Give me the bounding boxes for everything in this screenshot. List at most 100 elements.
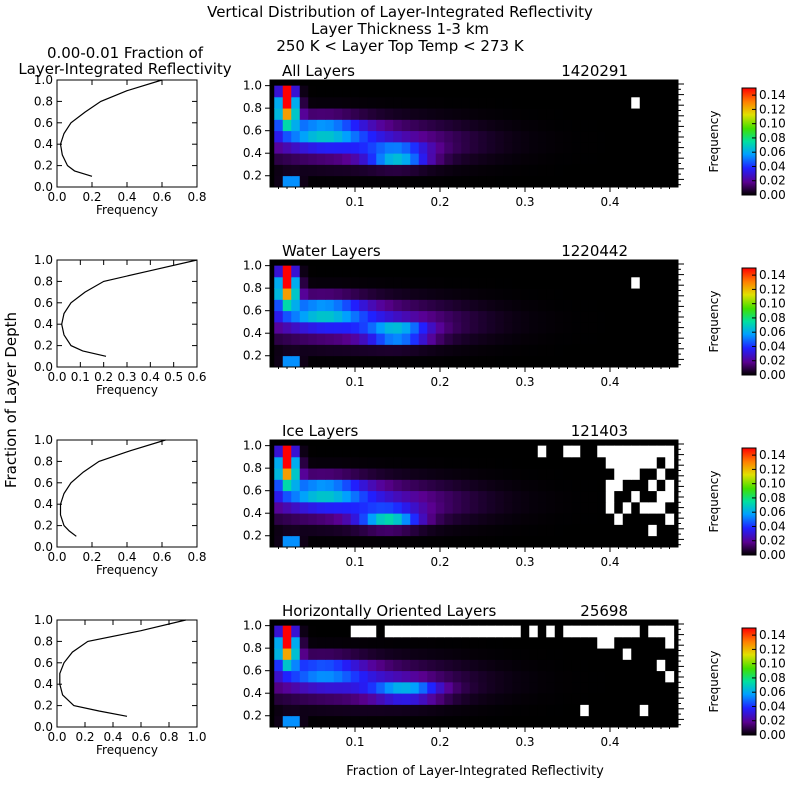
heatmap-cell bbox=[512, 468, 522, 480]
colorbar-tick-label: 0.14 bbox=[759, 268, 786, 282]
heatmap-cell bbox=[571, 659, 581, 672]
heatmap-cell bbox=[444, 85, 454, 98]
heatmap-cell bbox=[554, 715, 564, 728]
heatmap-cell bbox=[452, 456, 462, 469]
heatmap-cell bbox=[605, 715, 615, 728]
heatmap-cell bbox=[299, 693, 309, 705]
heatmap-cell bbox=[495, 479, 505, 492]
heatmap-cell bbox=[529, 96, 539, 109]
heatmap-cell bbox=[410, 333, 420, 345]
heatmap-y-tick-label: 1.0 bbox=[243, 619, 262, 633]
heatmap-cell bbox=[478, 164, 488, 177]
heatmap-cell bbox=[665, 445, 675, 458]
heatmap-cell bbox=[469, 513, 479, 525]
heatmap-cell bbox=[588, 265, 598, 278]
heatmap-cell bbox=[350, 130, 360, 143]
heatmap-cell bbox=[614, 344, 624, 357]
heatmap-cell bbox=[529, 310, 539, 323]
heatmap-cell bbox=[325, 524, 335, 537]
heatmap-cell bbox=[597, 715, 607, 728]
profile-title-line-1: 0.00-0.01 Fraction of bbox=[47, 44, 204, 62]
heatmap-cell bbox=[546, 288, 556, 300]
heatmap-cell bbox=[520, 85, 530, 98]
heatmap-cell bbox=[563, 333, 573, 345]
heatmap-cell bbox=[359, 479, 369, 492]
heatmap-cell bbox=[486, 445, 496, 458]
heatmap-cell bbox=[656, 479, 666, 492]
heatmap-cell bbox=[478, 681, 488, 694]
heatmap-cell bbox=[452, 164, 462, 177]
heatmap-x-tick-label: 0.4 bbox=[600, 375, 619, 389]
heatmap-cell bbox=[282, 344, 292, 357]
heatmap-cell bbox=[597, 636, 607, 649]
heatmap-cell bbox=[478, 715, 488, 728]
heatmap-cell bbox=[588, 119, 598, 132]
heatmap-cell bbox=[495, 636, 505, 649]
heatmap-cell bbox=[520, 276, 530, 289]
heatmap-cell bbox=[537, 704, 547, 717]
heatmap-cell bbox=[435, 108, 445, 120]
heatmap-cell bbox=[291, 456, 301, 469]
heatmap-cell bbox=[520, 490, 530, 503]
heatmap-cell bbox=[316, 85, 326, 98]
heatmap-cell bbox=[393, 479, 403, 492]
heatmap-cell bbox=[571, 681, 581, 694]
heatmap-cell bbox=[393, 636, 403, 649]
heatmap-cell bbox=[571, 535, 581, 548]
heatmap-cell bbox=[291, 693, 301, 705]
heatmap-cell bbox=[376, 344, 386, 357]
heatmap-cell bbox=[325, 681, 335, 694]
heatmap-cell bbox=[376, 625, 386, 638]
heatmap-cell bbox=[308, 108, 318, 120]
heatmap-cell bbox=[554, 85, 564, 98]
heatmap-cell bbox=[359, 704, 369, 717]
heatmap-cell bbox=[333, 490, 343, 503]
heatmap-cell bbox=[546, 479, 556, 492]
heatmap-cell bbox=[563, 85, 573, 98]
heatmap-cell bbox=[554, 355, 564, 368]
heatmap-cell bbox=[393, 130, 403, 143]
heatmap-y-tick-label: 1.0 bbox=[243, 259, 262, 273]
heatmap-cell bbox=[384, 445, 394, 458]
colorbar-label: Frequency bbox=[707, 291, 721, 353]
heatmap-cell bbox=[291, 344, 301, 357]
heatmap-cell bbox=[486, 715, 496, 728]
heatmap-cell bbox=[656, 108, 666, 120]
heatmap-cell bbox=[614, 670, 624, 683]
heatmap-cell bbox=[274, 141, 284, 154]
heatmap-cell bbox=[486, 276, 496, 289]
heatmap-cell bbox=[469, 141, 479, 154]
figure-title-line-3: 250 K < Layer Top Temp < 273 K bbox=[276, 37, 524, 55]
heatmap-cell bbox=[359, 141, 369, 154]
profile-line bbox=[59, 79, 163, 177]
heatmap-cell bbox=[571, 130, 581, 143]
heatmap-cell bbox=[393, 153, 403, 165]
heatmap-cell bbox=[444, 693, 454, 705]
heatmap-cell bbox=[537, 625, 547, 638]
heatmap-cell bbox=[410, 468, 420, 480]
heatmap-cell bbox=[342, 535, 352, 548]
heatmap-cell bbox=[648, 119, 658, 132]
heatmap-cell bbox=[393, 670, 403, 683]
heatmap-y-tick-label: 1.0 bbox=[243, 79, 262, 93]
heatmap-cell bbox=[435, 96, 445, 109]
heatmap-cell bbox=[614, 524, 624, 537]
heatmap-cell bbox=[291, 130, 301, 143]
heatmap-cell bbox=[580, 153, 590, 165]
heatmap-cell bbox=[333, 265, 343, 278]
heatmap-cell bbox=[554, 468, 564, 480]
heatmap-cell bbox=[333, 310, 343, 323]
profile-y-tick-label: 0.4 bbox=[34, 677, 53, 691]
heatmap-cell bbox=[367, 119, 377, 132]
heatmap-cell bbox=[282, 681, 292, 694]
heatmap-cell bbox=[350, 153, 360, 165]
heatmap-cell bbox=[461, 333, 471, 345]
heatmap-cell bbox=[427, 276, 437, 289]
heatmap-cell bbox=[333, 693, 343, 705]
heatmap-cell bbox=[520, 501, 530, 514]
heatmap-cell bbox=[495, 299, 505, 312]
heatmap-cell bbox=[639, 456, 649, 469]
heatmap-cell bbox=[316, 153, 326, 165]
heatmap-cell bbox=[359, 715, 369, 728]
heatmap-cell bbox=[274, 670, 284, 683]
